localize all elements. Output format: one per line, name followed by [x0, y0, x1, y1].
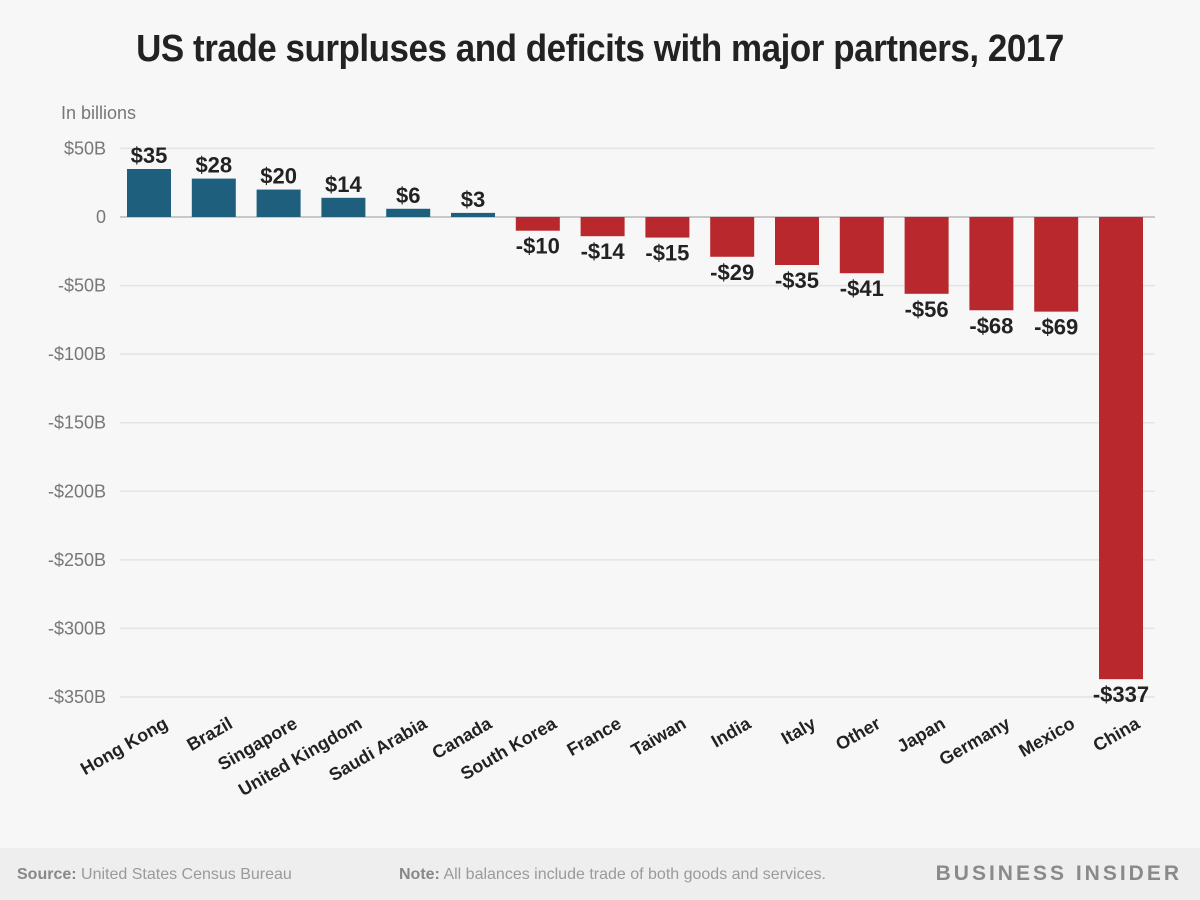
y-tick-label: $50B: [64, 138, 106, 158]
brand-logo: BUSINESS INSIDER: [935, 862, 1182, 885]
y-tick-label: -$300B: [48, 618, 106, 638]
data-label: -$14: [581, 239, 626, 264]
bar-japan: [904, 217, 949, 294]
bar-china: [1099, 217, 1143, 680]
x-tick-label: France: [563, 713, 624, 760]
bar-singapore: [256, 189, 301, 217]
bars: [127, 169, 1143, 680]
bar-italy: [775, 217, 819, 265]
footer-bar: [0, 848, 1200, 900]
data-label: -$15: [645, 241, 689, 266]
y-tick-label: -$250B: [48, 550, 106, 570]
x-tick-label: Mexico: [1015, 713, 1078, 761]
x-tick-label: Germany: [936, 713, 1014, 769]
y-tick-label: -$350B: [48, 687, 106, 707]
bar-mexico: [1034, 217, 1079, 312]
bar-brazil: [191, 178, 236, 217]
data-label: $3: [461, 187, 485, 212]
data-label: -$68: [969, 313, 1013, 338]
y-tick-label: -$150B: [48, 413, 106, 433]
note: Note: All balances include trade of both…: [399, 866, 826, 884]
data-label: $35: [131, 143, 168, 168]
bar-india: [710, 217, 755, 257]
bar-hong-kong: [127, 169, 171, 217]
x-tick-label: Taiwan: [628, 713, 690, 760]
bar-taiwan: [645, 217, 690, 238]
gridlines: [120, 147, 1155, 698]
data-label: -$69: [1034, 315, 1078, 340]
data-label: $14: [325, 172, 362, 197]
bar-germany: [969, 217, 1014, 311]
note-text: All balances include trade of both goods…: [443, 866, 826, 883]
x-tick-label: India: [708, 713, 755, 752]
data-labels: $35 $28 $20 $14 $6 $3 -$10 -$14 -$15 -$29 -$35 -$41…: [131, 143, 1150, 707]
data-label: -$10: [516, 234, 560, 259]
x-tick-label: Other: [832, 713, 884, 754]
data-label: $6: [396, 183, 420, 208]
data-label: -$56: [905, 297, 949, 322]
unit-label: In billions: [61, 103, 137, 123]
data-label: -$337: [1093, 682, 1149, 707]
bar-france: [580, 217, 625, 237]
source-text: United States Census Bureau: [81, 866, 292, 883]
y-tick-label: -$200B: [48, 481, 106, 501]
y-tick-label: 0: [96, 207, 106, 227]
data-label: -$29: [710, 260, 754, 285]
source-label: Source:: [17, 866, 77, 883]
x-tick-label: Hong Kong: [77, 713, 171, 779]
data-label: $20: [260, 164, 297, 189]
y-axis-ticks: $50B 0 -$50B -$100B -$150B -$200B -$250B -$300B…: [48, 138, 106, 707]
bar-saudi-arabia: [386, 208, 431, 217]
x-tick-label: China: [1090, 713, 1144, 756]
y-tick-label: -$100B: [48, 344, 106, 364]
data-label: $28: [195, 153, 232, 178]
x-tick-label: Italy: [778, 713, 819, 748]
note-label: Note:: [399, 866, 440, 883]
bar-canada: [451, 212, 495, 217]
bar-south-korea: [515, 217, 560, 231]
bar-other: [839, 217, 884, 274]
source-note: Source: United States Census Bureau: [17, 866, 292, 884]
data-label: -$41: [840, 276, 884, 301]
bar-united-kingdom: [321, 197, 366, 217]
bar-chart: $50B 0 -$50B -$100B -$150B -$200B -$250B -$300B…: [48, 138, 1155, 800]
chart-title: US trade surpluses and deficits with maj…: [136, 28, 1064, 70]
data-label: -$35: [775, 268, 819, 293]
y-tick-label: -$50B: [58, 276, 106, 296]
